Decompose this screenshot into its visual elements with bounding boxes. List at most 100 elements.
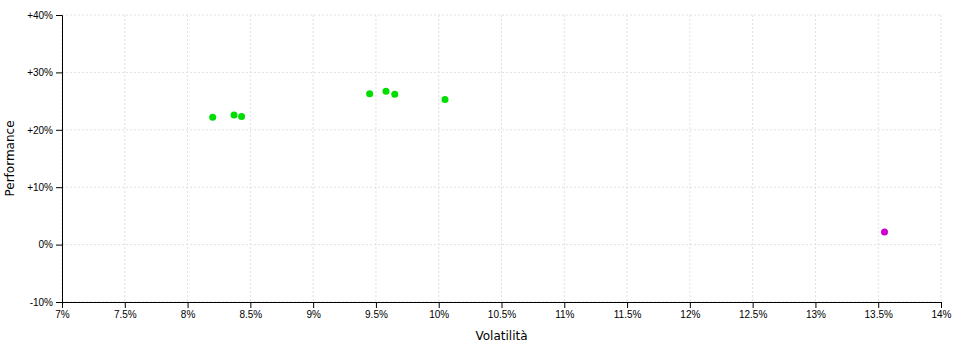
tick: +30% xyxy=(27,67,62,78)
grid-line xyxy=(689,15,690,302)
grid-line xyxy=(752,15,753,302)
point xyxy=(441,96,448,103)
tick-label: 13.5% xyxy=(865,309,893,320)
tick-label: 10% xyxy=(429,309,449,320)
points xyxy=(209,88,888,236)
tick: 11% xyxy=(555,302,574,320)
tick-label: 8.5% xyxy=(239,309,262,320)
grid-line xyxy=(62,129,941,130)
tick-mark xyxy=(56,72,62,73)
tick: 12.5% xyxy=(739,302,767,320)
grid-line xyxy=(501,15,502,302)
point xyxy=(231,111,238,118)
tick-mark xyxy=(56,15,62,16)
plot: 7% 7.5% 8% 8.5% 9% 9.5% 10% 10.5% 11% 11.5% 12% 12.… xyxy=(27,10,951,320)
grid xyxy=(62,15,941,302)
grid-line xyxy=(62,187,941,188)
tick-mark xyxy=(56,130,62,131)
tick-label: +10% xyxy=(27,182,53,193)
chart: 7% 7.5% 8% 8.5% 9% 9.5% 10% 10.5% 11% 11.5% 12% 12.… xyxy=(0,0,966,350)
tick-label: +20% xyxy=(27,125,53,136)
tick-label: 7.5% xyxy=(114,309,137,320)
tick-label: 8% xyxy=(181,309,196,320)
grid-line xyxy=(878,15,879,302)
tick: 11.5% xyxy=(614,302,642,320)
tick: 12% xyxy=(680,302,700,320)
tick: 8% xyxy=(181,302,196,320)
tick-label: 14% xyxy=(931,309,951,320)
tick-mark xyxy=(125,302,126,308)
tick: +10% xyxy=(27,182,62,193)
grid-line xyxy=(124,15,125,302)
grid-line xyxy=(627,15,628,302)
grid-line xyxy=(187,15,188,302)
tick-label: 12.5% xyxy=(739,309,767,320)
tick-label: 13% xyxy=(806,309,826,320)
tick: +40% xyxy=(27,10,62,21)
tick: +20% xyxy=(27,125,62,136)
tick: 8.5% xyxy=(239,302,262,320)
tick-mark xyxy=(502,302,503,308)
tick-mark xyxy=(313,302,314,308)
tick: 10% xyxy=(429,302,449,320)
tick-label: 11.5% xyxy=(614,309,642,320)
grid-line xyxy=(375,15,376,302)
grid-line xyxy=(62,15,941,16)
tick-label: +40% xyxy=(27,10,53,21)
tick-label: 12% xyxy=(680,309,700,320)
tick: 9% xyxy=(306,302,321,320)
x-axis-title: Volatilità xyxy=(475,329,527,343)
tick: 0% xyxy=(39,239,62,250)
tick-label: 10.5% xyxy=(488,309,516,320)
tick: 14% xyxy=(931,302,951,320)
tick-mark xyxy=(941,302,942,308)
y-axis-title: Performance xyxy=(3,120,17,196)
tick: -10% xyxy=(30,297,62,308)
tick: 13.5% xyxy=(865,302,893,320)
tick: 7.5% xyxy=(114,302,137,320)
grid-line xyxy=(941,15,942,302)
tick-mark xyxy=(753,302,754,308)
point xyxy=(881,228,888,235)
grid-line xyxy=(313,15,314,302)
tick: 9.5% xyxy=(365,302,388,320)
tick-mark xyxy=(56,302,62,303)
tick-mark xyxy=(56,187,62,188)
axis-line xyxy=(56,16,63,303)
grid-line xyxy=(62,244,941,245)
tick-mark xyxy=(439,302,440,308)
tick-label: 11% xyxy=(555,309,574,320)
tick-mark xyxy=(878,302,879,308)
tick-mark xyxy=(564,302,565,308)
tick-mark xyxy=(627,302,628,308)
tick-mark xyxy=(815,302,816,308)
tick: 10.5% xyxy=(488,302,516,320)
tick-mark xyxy=(188,302,189,308)
point xyxy=(366,90,373,97)
tick-label: -10% xyxy=(30,297,53,308)
grid-line xyxy=(564,15,565,302)
series xyxy=(881,228,888,235)
grid-line xyxy=(815,15,816,302)
point xyxy=(209,114,216,121)
tick-label: 9% xyxy=(306,309,321,320)
tick-mark xyxy=(250,302,251,308)
point xyxy=(391,91,398,98)
tick: 13% xyxy=(806,302,826,320)
tick-mark xyxy=(690,302,691,308)
tick: 7% xyxy=(55,302,70,320)
tick-label: 7% xyxy=(55,309,70,320)
series xyxy=(209,88,448,121)
tick-label: +30% xyxy=(27,67,53,78)
tick-label: 9.5% xyxy=(365,309,388,320)
y-axis: -10% 0% +10% +20% +30% +40% xyxy=(27,10,62,308)
grid-line xyxy=(62,72,941,73)
grid-line xyxy=(250,15,251,302)
axis-line xyxy=(63,303,942,309)
point xyxy=(238,113,245,120)
tick-mark xyxy=(56,245,62,246)
grid-line xyxy=(438,15,439,302)
tick-mark xyxy=(376,302,377,308)
tick-label: 0% xyxy=(39,239,54,250)
x-axis: 7% 7.5% 8% 8.5% 9% 9.5% 10% 10.5% 11% 11.5% 12% 12.… xyxy=(55,302,951,320)
